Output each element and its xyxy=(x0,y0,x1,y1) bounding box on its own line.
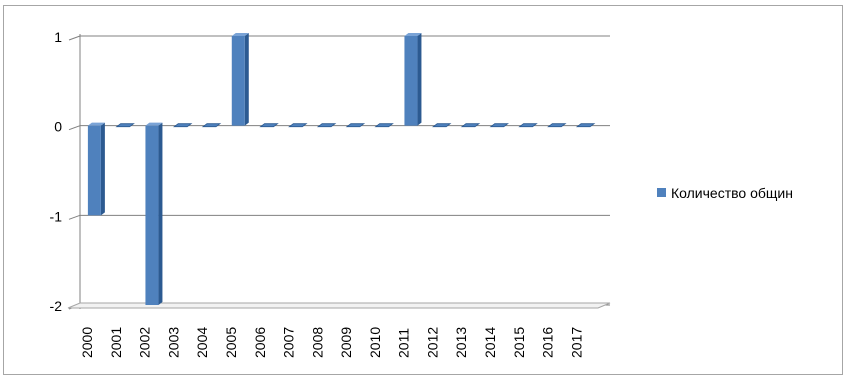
bar-flat xyxy=(489,123,509,128)
bar-flat xyxy=(345,123,366,128)
bar-top xyxy=(87,122,105,126)
bar-flat xyxy=(518,123,538,128)
bar-2015 xyxy=(518,123,538,128)
bar-flat xyxy=(201,123,222,128)
x-tick-label: 2006 xyxy=(252,327,268,358)
bar-front xyxy=(231,36,245,126)
bar-2017 xyxy=(575,123,596,128)
x-tick-label: 2002 xyxy=(137,327,153,358)
bar-2004 xyxy=(201,123,222,128)
x-tick-label: 2012 xyxy=(424,327,440,358)
x-tick-label: 2005 xyxy=(223,327,239,358)
bar-front xyxy=(145,125,159,306)
x-tick-label: 2015 xyxy=(511,327,527,358)
gridline-depth xyxy=(68,214,81,220)
x-tick-label: 2001 xyxy=(108,327,124,358)
bar-flat xyxy=(288,123,308,128)
chart-frame xyxy=(3,5,843,375)
bar-2001 xyxy=(115,123,135,128)
bar-flat xyxy=(547,123,567,128)
x-tick-label: 2003 xyxy=(165,327,181,358)
bar-flat xyxy=(460,123,481,128)
y-tick-label: 1 xyxy=(54,29,62,45)
x-tick-label: 2014 xyxy=(482,327,498,358)
bar-2010 xyxy=(374,123,394,128)
x-tick-label: 2010 xyxy=(367,327,383,358)
gridline-depth xyxy=(68,35,81,41)
y-tick-label: 0 xyxy=(54,119,62,135)
bar-side xyxy=(158,122,163,306)
bar-side xyxy=(100,122,105,216)
x-tick-label: 2008 xyxy=(309,327,325,358)
x-tick-label: 2007 xyxy=(281,327,297,358)
bar-2016 xyxy=(547,123,567,128)
y-axis-ticks: 1 0 -1 -2 xyxy=(50,29,63,314)
bar-2003 xyxy=(173,123,193,128)
bar-2009 xyxy=(345,123,366,128)
bars xyxy=(87,33,596,306)
legend: Количество общин xyxy=(657,185,793,201)
bar-front xyxy=(87,125,101,216)
gridlines xyxy=(67,34,611,310)
x-tick-label: 2016 xyxy=(540,327,556,358)
bar-2013 xyxy=(460,123,481,128)
x-tick-label: 2000 xyxy=(79,327,95,358)
bar-front xyxy=(404,36,418,126)
bar-2012 xyxy=(432,123,452,128)
bar-2014 xyxy=(489,123,509,128)
bar-flat xyxy=(374,123,394,128)
legend-label: Количество общин xyxy=(671,185,793,201)
bar-flat xyxy=(575,123,596,128)
bar-top xyxy=(145,122,163,126)
bar-flat xyxy=(259,123,279,128)
bar-flat xyxy=(115,123,135,128)
y-tick-label: -1 xyxy=(50,208,63,224)
x-tick-label: 2004 xyxy=(194,327,210,358)
bar-flat xyxy=(173,123,193,128)
bar-side xyxy=(417,33,422,126)
bar-side xyxy=(244,33,249,126)
bar-top xyxy=(404,33,422,36)
bar-2005 xyxy=(231,33,249,126)
bar-top xyxy=(231,33,249,36)
x-axis-ticks: 2000 2001 2002 2003 2004 2005 2006 2007 2008 2009… xyxy=(79,327,584,358)
bar-2000 xyxy=(87,122,105,216)
bar-2008 xyxy=(316,123,337,128)
legend-swatch xyxy=(657,188,666,197)
bar-2006 xyxy=(259,123,279,128)
x-tick-label: 2009 xyxy=(338,327,354,358)
y-tick-label: -2 xyxy=(50,298,63,314)
gridline-depth xyxy=(68,125,81,131)
bar-flat xyxy=(316,123,337,128)
bar-2007 xyxy=(288,123,308,128)
x-tick-label: 2017 xyxy=(568,327,584,358)
bar-2002 xyxy=(145,122,163,306)
x-tick-label: 2011 xyxy=(396,328,412,358)
x-tick-label: 2013 xyxy=(453,327,469,358)
bar-2011 xyxy=(404,33,422,126)
chart-floor xyxy=(67,302,611,309)
bar-flat xyxy=(432,123,452,128)
